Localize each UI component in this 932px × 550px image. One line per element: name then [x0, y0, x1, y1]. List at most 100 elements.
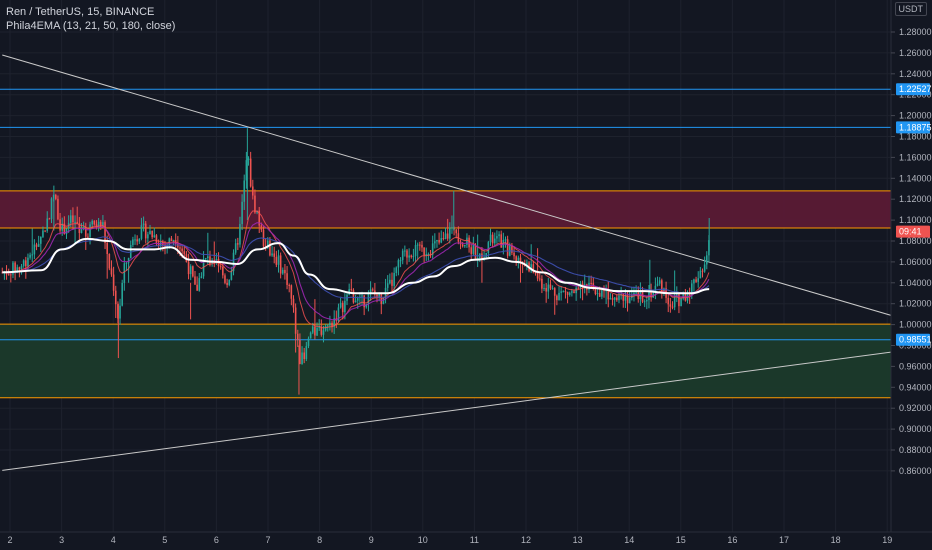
candle-body: [93, 220, 96, 225]
candle-body: [613, 297, 616, 300]
price-tick-label: 0.86000: [899, 466, 932, 476]
candle-body: [189, 266, 192, 275]
candle-body: [290, 285, 293, 299]
candle-body: [449, 227, 451, 239]
horizontal-lines[interactable]: [0, 88, 891, 341]
candle-body: [12, 262, 14, 275]
price-tick-label: 1.24000: [899, 69, 932, 79]
candle-body: [155, 235, 158, 243]
candle-body: [401, 250, 404, 261]
candle-body: [322, 330, 325, 335]
price-tick-label: 1.02000: [899, 299, 932, 309]
trendlines[interactable]: [2, 54, 898, 471]
candle-body: [538, 278, 541, 280]
candle-body: [532, 264, 535, 273]
candle-body: [436, 239, 438, 242]
candle-body: [168, 238, 171, 246]
candle-body: [378, 292, 380, 298]
price-tick-label: 1.00000: [899, 320, 932, 330]
candle-body: [485, 252, 488, 258]
candle-body: [618, 295, 620, 301]
candle-body: [493, 238, 496, 244]
candle-body: [410, 255, 413, 258]
candle-body: [14, 262, 16, 272]
candle-body: [513, 252, 515, 257]
candle-body: [215, 258, 218, 261]
level-badge-label: 1.18875: [899, 122, 932, 132]
indicator-title[interactable]: Phila4EMA (13, 21, 50, 180, close): [6, 20, 176, 32]
candle-body: [566, 291, 569, 295]
candle-body: [10, 274, 12, 276]
candle-body: [406, 250, 408, 258]
candle-body: [635, 292, 637, 294]
candle-body: [258, 210, 261, 226]
candle-body: [667, 297, 670, 305]
candle-body: [663, 288, 665, 293]
candle-body: [583, 284, 586, 286]
candle-body: [333, 318, 335, 327]
price-tick-label: 1.20000: [899, 111, 932, 121]
time-tick-label: 15: [676, 535, 686, 545]
candle-body: [247, 158, 250, 161]
candle-body: [207, 256, 209, 259]
candle-body: [296, 333, 299, 341]
currency-label[interactable]: USDT: [894, 2, 927, 16]
candle-body: [279, 255, 282, 274]
candle-body: [294, 307, 297, 334]
candle-body: [179, 247, 181, 249]
candle-body: [344, 300, 346, 313]
trendline: [2, 54, 898, 318]
candle-body: [421, 244, 423, 248]
candle-body: [292, 298, 295, 308]
candle-body: [192, 266, 194, 277]
candle-body: [408, 255, 410, 258]
ema-13-line: [2, 210, 710, 329]
candle-body: [395, 267, 398, 273]
candle-body: [361, 295, 363, 297]
time-tick-label: 19: [882, 535, 892, 545]
candle-body: [237, 243, 239, 245]
candle-body: [273, 253, 276, 257]
time-tick-label: 12: [521, 535, 531, 545]
candle-body: [228, 279, 231, 285]
candle-body: [69, 215, 72, 223]
candle-body: [673, 296, 676, 308]
candle-body: [132, 239, 134, 246]
candle-body: [108, 253, 111, 269]
price-tick-label: 1.26000: [899, 48, 932, 58]
candle-body: [172, 239, 175, 242]
candle-body: [142, 223, 145, 226]
candle-body: [63, 223, 66, 234]
candle-body: [609, 298, 612, 300]
support-zone: [0, 324, 891, 398]
candle-body: [669, 304, 672, 307]
candle-body: [690, 283, 693, 296]
price-tick-label: 1.08000: [899, 236, 932, 246]
trendline: [2, 350, 898, 471]
candle-body: [438, 239, 440, 243]
candle-body: [624, 295, 627, 301]
candle-body: [314, 326, 316, 336]
candle-body: [382, 298, 385, 305]
candle-body: [705, 255, 708, 265]
candle-body: [311, 326, 314, 333]
candle-body: [65, 228, 68, 234]
symbol-title[interactable]: Ren / TetherUS, 15, BINANCE: [6, 6, 155, 18]
candle-body: [699, 270, 702, 279]
candle-body: [588, 282, 590, 290]
candle-body: [658, 280, 661, 284]
time-axis-panel[interactable]: [0, 532, 932, 550]
candle-body: [695, 279, 697, 282]
candle-body: [556, 295, 558, 301]
candle-body: [656, 283, 659, 286]
candle-body: [25, 260, 27, 267]
level-badge: [896, 333, 930, 346]
price-tick-label: 1.04000: [899, 278, 932, 288]
candle-body: [560, 291, 562, 293]
candle-body: [269, 240, 271, 256]
candle-body: [252, 186, 254, 196]
candle-body: [127, 258, 130, 263]
candle-body: [76, 221, 79, 224]
candle-body: [170, 238, 173, 242]
